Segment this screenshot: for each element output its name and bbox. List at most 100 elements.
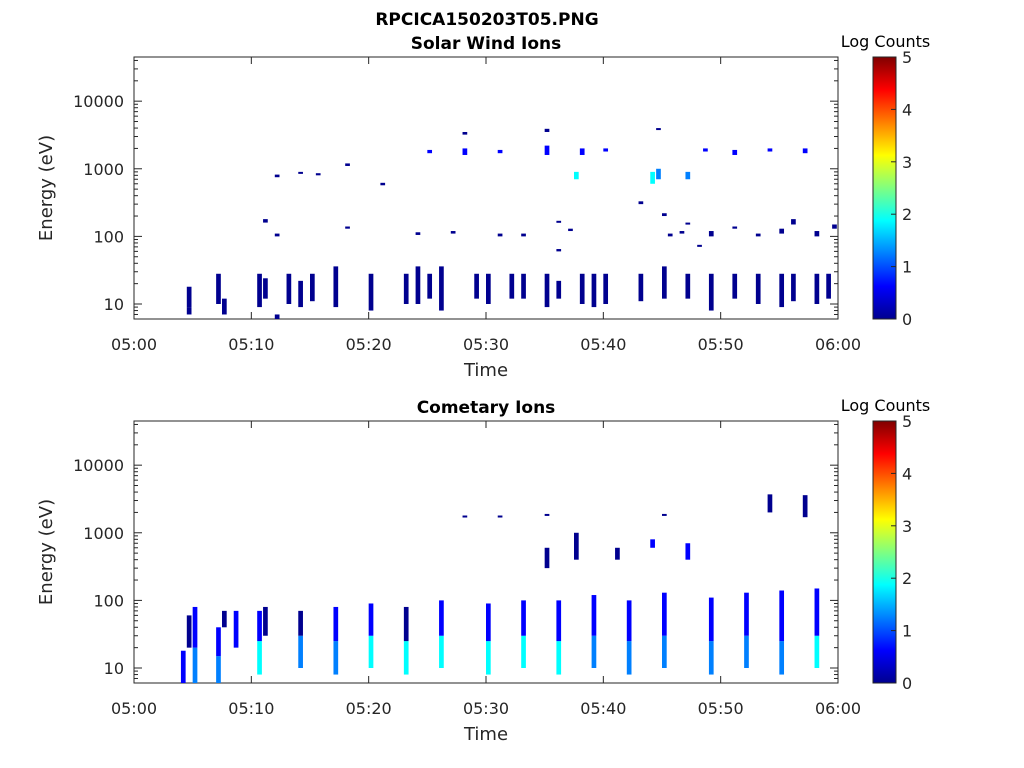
heatmap-cell <box>474 273 479 299</box>
x-axis-label: Time <box>463 360 508 381</box>
colorbar-tick-label: 0 <box>902 674 912 693</box>
heatmap-cell <box>462 148 468 155</box>
heatmap-cell <box>708 597 714 642</box>
heatmap-cell <box>744 635 749 669</box>
heatmap-cell <box>685 273 691 299</box>
heatmap-cell <box>814 273 820 305</box>
heatmap-cell <box>568 228 573 232</box>
heatmap-cell <box>732 273 738 299</box>
x-tick-label: 06:00 <box>815 699 861 718</box>
heatmap-cell <box>192 647 198 683</box>
heatmap-cell <box>767 494 773 513</box>
heatmap-cell <box>298 635 303 669</box>
heatmap-cell <box>556 249 562 252</box>
heatmap-cell <box>257 610 262 642</box>
heatmap-cell <box>791 273 796 302</box>
heatmap-cell <box>603 273 609 305</box>
heatmap-cell <box>814 588 820 636</box>
heatmap-cell <box>832 224 837 229</box>
heatmap-cell <box>802 148 808 154</box>
heatmap-cell <box>779 641 785 675</box>
heatmap-cell <box>298 280 303 308</box>
heatmap-cell <box>403 606 409 642</box>
heatmap-cell <box>615 547 620 560</box>
y-tick-label: 10000 <box>73 456 124 475</box>
colorbar-tick-label: 0 <box>902 310 912 329</box>
heatmap-cell <box>415 266 421 305</box>
colorbar-tick-label: 5 <box>902 48 912 67</box>
heatmap-cell <box>667 233 673 237</box>
heatmap-cell <box>814 231 820 237</box>
y-tick-label: 1000 <box>83 160 124 179</box>
heatmap-cell <box>574 171 579 180</box>
heatmap-cell <box>556 641 562 675</box>
heatmap-cell <box>791 219 796 225</box>
heatmap-cell <box>439 635 444 669</box>
colorbar-tick-label: 4 <box>902 100 912 119</box>
colorbar-tick-label: 2 <box>902 205 912 224</box>
heatmap-cell <box>544 273 550 308</box>
heatmap-cell <box>662 635 667 669</box>
heatmap-cell <box>544 145 550 155</box>
panel-title: Cometary Ions <box>417 398 556 418</box>
heatmap-cell <box>574 532 579 560</box>
heatmap-cell <box>638 273 644 302</box>
figure-title: RPCICA150203T05.PNG <box>375 10 598 30</box>
heatmap-cell <box>403 641 409 675</box>
heatmap-cell <box>486 603 491 642</box>
heatmap-cell <box>298 610 303 636</box>
heatmap-cell <box>257 641 262 675</box>
heatmap-cell <box>826 273 831 299</box>
heatmap-cell <box>368 603 374 636</box>
heatmap-cell <box>556 600 562 642</box>
heatmap-cell <box>779 228 785 234</box>
heatmap-cell <box>767 148 773 152</box>
heatmap-cell <box>274 314 280 319</box>
heatmap-cell <box>368 273 374 311</box>
colorbar <box>872 56 897 320</box>
heatmap-cell <box>521 233 526 237</box>
heatmap-cell <box>310 273 315 302</box>
heatmap-cell <box>755 273 761 305</box>
colorbar <box>872 420 897 684</box>
heatmap-cell <box>180 650 186 683</box>
heatmap-cell <box>462 515 468 518</box>
y-tick-label: 100 <box>93 591 124 610</box>
x-axis-label: Time <box>463 724 508 745</box>
heatmap-cell <box>415 232 421 235</box>
heatmap-cell <box>222 610 227 628</box>
x-tick-label: 05:10 <box>228 335 274 354</box>
heatmap-cell <box>380 182 386 186</box>
heatmap-cell <box>556 220 562 223</box>
heatmap-cell <box>755 233 761 237</box>
heatmap-cell <box>486 641 491 675</box>
colorbar-tick-label: 1 <box>902 258 912 277</box>
heatmap-cell <box>814 635 820 669</box>
heatmap-cell <box>427 273 433 299</box>
heatmap-cell <box>216 656 221 683</box>
heatmap-cell <box>333 266 339 308</box>
heatmap-cell <box>274 174 280 178</box>
y-tick-label: 100 <box>93 227 124 246</box>
heatmap-cell <box>656 128 661 131</box>
colorbar-tick-label: 3 <box>902 153 912 172</box>
heatmap-cell <box>257 273 262 308</box>
heatmap-cell <box>186 615 192 648</box>
heatmap-cell <box>732 149 738 155</box>
x-tick-label: 05:40 <box>580 335 626 354</box>
heatmap-cell <box>708 231 714 237</box>
heatmap-cell <box>298 171 303 174</box>
heatmap-cell <box>486 273 491 305</box>
heatmap-cell <box>521 635 526 669</box>
colorbar-tick-label: 5 <box>902 412 912 431</box>
x-tick-label: 05:30 <box>463 699 509 718</box>
heatmap-cell <box>603 148 609 152</box>
x-tick-label: 05:00 <box>111 699 157 718</box>
heatmap-cell <box>650 171 655 184</box>
heatmap-cell <box>591 595 597 636</box>
heatmap-cell <box>662 513 667 516</box>
heatmap-cell <box>521 273 526 299</box>
colorbar-title: Log Counts <box>841 32 931 51</box>
